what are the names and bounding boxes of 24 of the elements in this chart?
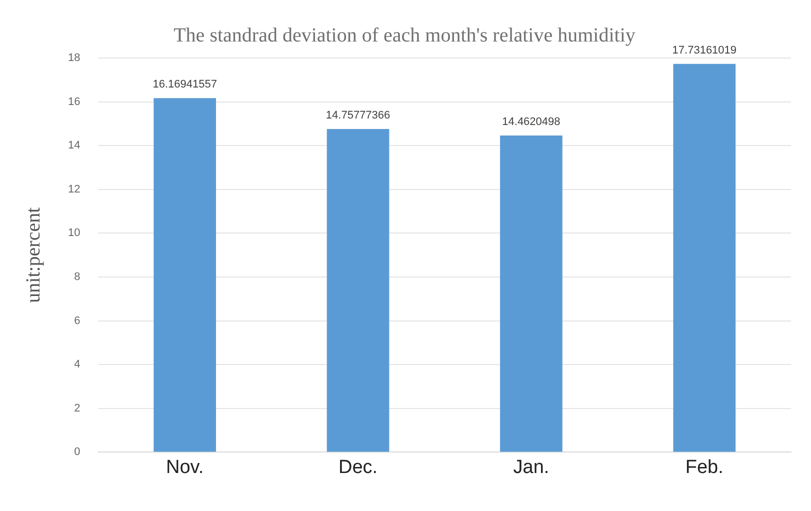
y-tick-label: 4 xyxy=(74,358,80,371)
y-tick-label: 6 xyxy=(74,314,80,327)
data-label: 14.4620498 xyxy=(502,116,560,128)
y-tick-label: 8 xyxy=(74,271,80,284)
y-tick-label: 18 xyxy=(68,52,80,64)
y-tick-label: 0 xyxy=(74,446,80,458)
y-tick-label: 16 xyxy=(68,96,80,108)
y-tick-label: 12 xyxy=(68,183,80,196)
x-tick-label: Feb. xyxy=(685,456,724,478)
bar xyxy=(500,135,562,452)
x-tick-label: Dec. xyxy=(338,456,378,478)
bar xyxy=(326,129,390,452)
data-label: 16.16941557 xyxy=(152,78,217,91)
chart-title: The standrad deviation of each month's relative humiditiy xyxy=(174,24,636,46)
data-label: 17.73161019 xyxy=(672,44,737,56)
bar xyxy=(673,64,736,452)
x-tick-label: Jan. xyxy=(513,456,550,478)
y-tick-label: 10 xyxy=(68,227,80,240)
bar xyxy=(154,98,216,452)
y-axis-title: unit:percent xyxy=(22,206,44,303)
y-tick-label: 14 xyxy=(68,140,80,152)
y-tick-label: 2 xyxy=(74,402,80,414)
data-label: 14.75777366 xyxy=(326,110,390,122)
x-tick-label: Nov. xyxy=(166,456,204,478)
